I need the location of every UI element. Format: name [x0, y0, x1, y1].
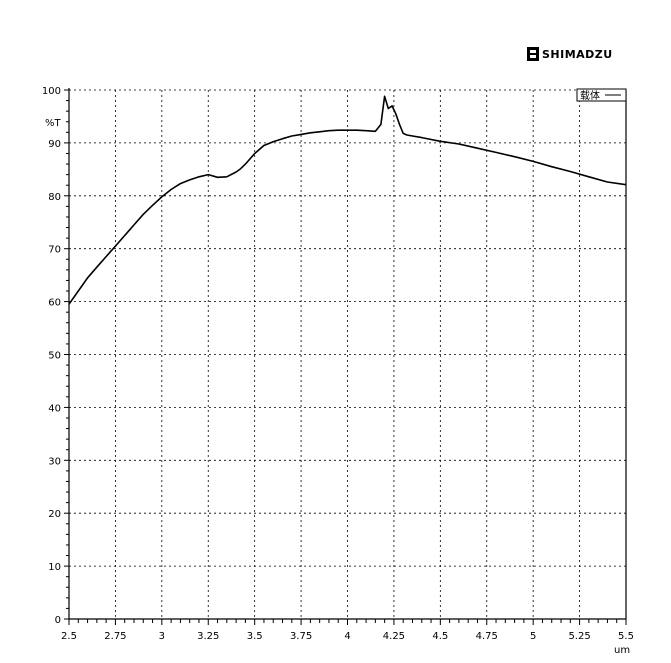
- x-tick-label: 5: [530, 631, 536, 642]
- grid: [69, 89, 626, 619]
- y-tick-label: 100: [42, 86, 61, 97]
- x-tick-label: 2.5: [61, 631, 77, 642]
- x-tick-label: 2.75: [104, 631, 126, 642]
- y-axis-label: %T: [45, 118, 62, 129]
- y-tick-label: 20: [48, 509, 61, 520]
- y-tick-label: 30: [48, 456, 61, 467]
- series-layer: [68, 95, 627, 305]
- shimadzu-logo-icon: [527, 47, 539, 61]
- x-tick-label: 3: [159, 631, 165, 642]
- brand-logo: SHIMADZU: [527, 47, 613, 61]
- legend-label: 载体: [580, 90, 600, 102]
- axes: [64, 88, 627, 625]
- x-tick-label: 5.25: [568, 631, 590, 642]
- x-tick-label: 3.5: [247, 631, 263, 642]
- legend-frame: [576, 88, 627, 102]
- y-tick-label: 60: [48, 298, 61, 309]
- y-tick-label: 80: [48, 192, 61, 203]
- y-tick-label: 90: [48, 139, 61, 150]
- x-tick-label: 3.75: [290, 631, 312, 642]
- y-tick-label: 70: [48, 245, 61, 256]
- x-tick-label: 5.5: [618, 631, 634, 642]
- x-tick-label: 4.25: [383, 631, 405, 642]
- y-tick-label: 10: [48, 562, 61, 573]
- legend: 载体: [576, 88, 627, 102]
- x-tick-label: 4: [344, 631, 350, 642]
- x-tick-label: 4.75: [476, 631, 498, 642]
- x-tick-label: 3.25: [197, 631, 219, 642]
- spectrum-line: [68, 95, 627, 305]
- x-tick-label: 4.5: [432, 631, 448, 642]
- tick-labels: 0 10 20 30 40 50 60 70 80 90 100 2.5 2.75 3 3.25 3.5 3.7…: [42, 86, 634, 642]
- brand-name: SHIMADZU: [542, 48, 613, 61]
- y-tick-label: 40: [48, 403, 61, 414]
- y-tick-label: 0: [55, 615, 61, 626]
- y-tick-label: 50: [48, 351, 61, 362]
- x-axis-label: um: [614, 645, 630, 656]
